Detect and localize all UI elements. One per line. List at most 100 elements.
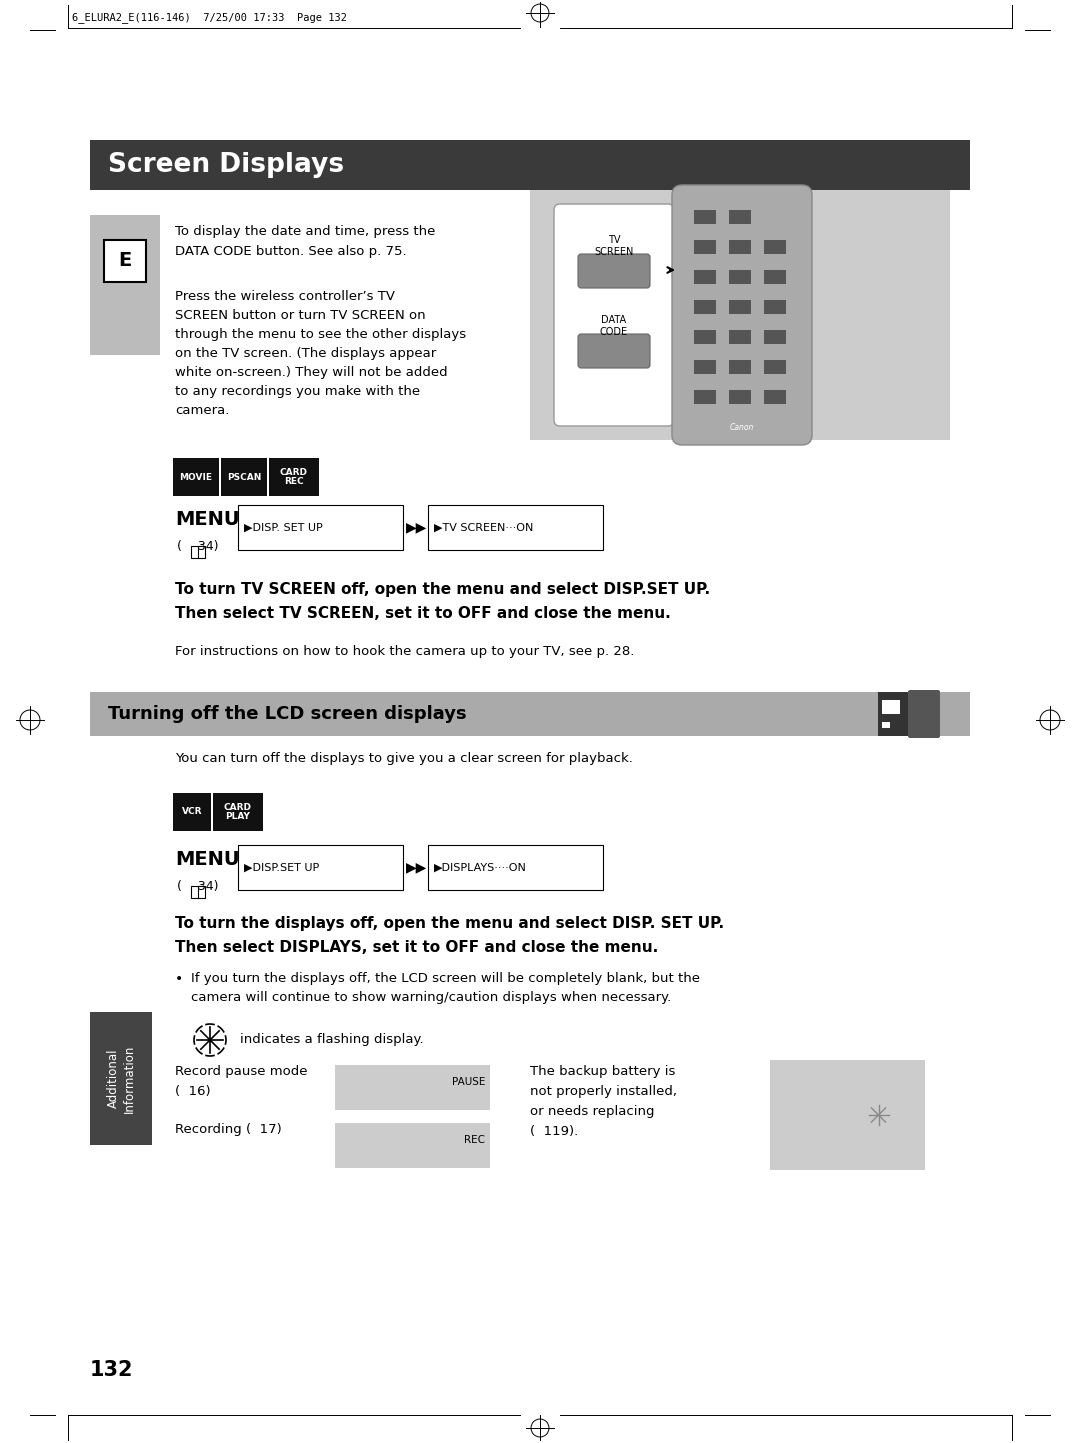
Bar bbox=[191, 545, 205, 558]
Text: ▶▶: ▶▶ bbox=[406, 521, 428, 534]
Text: The backup battery is: The backup battery is bbox=[530, 1065, 675, 1078]
Bar bbox=[694, 211, 716, 224]
Bar bbox=[269, 457, 319, 496]
Text: Then select TV SCREEN, set it to OFF and close the menu.: Then select TV SCREEN, set it to OFF and… bbox=[175, 606, 671, 620]
Bar bbox=[238, 846, 403, 890]
Bar bbox=[764, 390, 786, 404]
Text: or needs replacing: or needs replacing bbox=[530, 1105, 654, 1118]
Text: (    34): ( 34) bbox=[177, 540, 218, 553]
FancyBboxPatch shape bbox=[578, 254, 650, 289]
Bar bbox=[173, 457, 219, 496]
Text: DATA
CODE: DATA CODE bbox=[599, 315, 629, 336]
Text: Additional
Information: Additional Information bbox=[107, 1045, 135, 1113]
Text: on the TV screen. (The displays appear: on the TV screen. (The displays appear bbox=[175, 346, 436, 359]
Bar bbox=[694, 240, 716, 254]
Bar bbox=[238, 505, 403, 550]
Bar bbox=[882, 700, 900, 714]
FancyBboxPatch shape bbox=[672, 185, 812, 444]
Text: Record pause mode: Record pause mode bbox=[175, 1065, 308, 1078]
Bar bbox=[878, 693, 908, 736]
Bar bbox=[729, 211, 751, 224]
FancyBboxPatch shape bbox=[554, 203, 674, 426]
Bar bbox=[694, 330, 716, 343]
Text: Screen Displays: Screen Displays bbox=[108, 152, 345, 177]
Text: Recording (  17): Recording ( 17) bbox=[175, 1123, 282, 1136]
Text: to any recordings you make with the: to any recordings you make with the bbox=[175, 385, 420, 398]
Bar bbox=[694, 390, 716, 404]
Text: MENU: MENU bbox=[175, 850, 240, 869]
Bar bbox=[764, 270, 786, 284]
Text: (  119).: ( 119). bbox=[530, 1126, 578, 1139]
Text: 132: 132 bbox=[90, 1359, 134, 1380]
Bar bbox=[90, 693, 970, 736]
Bar bbox=[221, 457, 267, 496]
Text: E: E bbox=[119, 251, 132, 270]
Text: •: • bbox=[175, 973, 184, 986]
Text: MOVIE: MOVIE bbox=[179, 472, 213, 482]
Text: Canon: Canon bbox=[730, 423, 754, 431]
Text: ▶DISP.SET UP: ▶DISP.SET UP bbox=[244, 863, 320, 873]
Text: (    34): ( 34) bbox=[177, 880, 218, 893]
Text: not properly installed,: not properly installed, bbox=[530, 1085, 677, 1098]
Text: For instructions on how to hook the camera up to your TV, see p. 28.: For instructions on how to hook the came… bbox=[175, 645, 634, 658]
Text: indicates a flashing display.: indicates a flashing display. bbox=[240, 1033, 423, 1046]
Bar bbox=[764, 359, 786, 374]
Text: 6_ELURA2_E(116-146)  7/25/00 17:33  Page 132: 6_ELURA2_E(116-146) 7/25/00 17:33 Page 1… bbox=[72, 13, 347, 23]
Text: REC: REC bbox=[464, 1136, 485, 1144]
Text: PAUSE: PAUSE bbox=[451, 1076, 485, 1087]
Text: PSCAN: PSCAN bbox=[227, 472, 261, 482]
Text: ▶DISP. SET UP: ▶DISP. SET UP bbox=[244, 522, 323, 532]
Text: You can turn off the displays to give you a clear screen for playback.: You can turn off the displays to give yo… bbox=[175, 752, 633, 765]
Bar bbox=[729, 270, 751, 284]
Bar bbox=[729, 390, 751, 404]
Bar bbox=[770, 1061, 924, 1170]
Text: camera.: camera. bbox=[175, 404, 229, 417]
Bar bbox=[428, 505, 603, 550]
FancyBboxPatch shape bbox=[908, 690, 940, 737]
Bar bbox=[90, 140, 970, 190]
Text: ▶▶: ▶▶ bbox=[406, 860, 428, 874]
Text: ▶TV SCREEN···ON: ▶TV SCREEN···ON bbox=[434, 522, 534, 532]
Bar bbox=[729, 240, 751, 254]
Bar bbox=[191, 886, 205, 898]
Text: Then select DISPLAYS, set it to OFF and close the menu.: Then select DISPLAYS, set it to OFF and … bbox=[175, 939, 658, 955]
Text: DATA CODE button. See also p. 75.: DATA CODE button. See also p. 75. bbox=[175, 245, 407, 258]
Text: TV
SCREEN: TV SCREEN bbox=[594, 235, 634, 257]
Text: (  16): ( 16) bbox=[175, 1085, 211, 1098]
Text: CARD
PLAY: CARD PLAY bbox=[224, 802, 252, 821]
Text: white on-screen.) They will not be added: white on-screen.) They will not be added bbox=[175, 367, 447, 380]
Bar bbox=[213, 794, 264, 831]
Bar bbox=[764, 240, 786, 254]
Text: To turn the displays off, open the menu and select DISP. SET UP.: To turn the displays off, open the menu … bbox=[175, 916, 724, 931]
Text: To display the date and time, press the: To display the date and time, press the bbox=[175, 225, 435, 238]
Text: Turning off the LCD screen displays: Turning off the LCD screen displays bbox=[108, 706, 467, 723]
Bar bbox=[882, 722, 890, 729]
Text: CARD
REC: CARD REC bbox=[280, 468, 308, 486]
Bar bbox=[90, 1012, 152, 1144]
Text: through the menu to see the other displays: through the menu to see the other displa… bbox=[175, 328, 467, 341]
Bar bbox=[335, 1123, 490, 1167]
Text: MENU: MENU bbox=[175, 509, 240, 530]
Text: If you turn the displays off, the LCD screen will be completely blank, but the: If you turn the displays off, the LCD sc… bbox=[191, 973, 700, 986]
Bar bbox=[694, 270, 716, 284]
Bar bbox=[694, 359, 716, 374]
Bar bbox=[104, 240, 146, 281]
Text: VCR: VCR bbox=[181, 808, 202, 817]
Bar bbox=[173, 794, 211, 831]
Bar bbox=[764, 330, 786, 343]
Text: Press the wireless controller’s TV: Press the wireless controller’s TV bbox=[175, 290, 395, 303]
Text: ▶DISPLAYS····ON: ▶DISPLAYS····ON bbox=[434, 863, 527, 873]
Bar bbox=[428, 846, 603, 890]
Bar bbox=[729, 300, 751, 315]
Bar bbox=[764, 300, 786, 315]
Bar bbox=[335, 1065, 490, 1110]
Bar bbox=[530, 190, 950, 440]
Bar bbox=[729, 359, 751, 374]
Bar bbox=[90, 215, 160, 355]
Bar bbox=[729, 330, 751, 343]
Text: SCREEN button or turn TV SCREEN on: SCREEN button or turn TV SCREEN on bbox=[175, 309, 426, 322]
Text: To turn TV SCREEN off, open the menu and select DISP.SET UP.: To turn TV SCREEN off, open the menu and… bbox=[175, 582, 711, 597]
FancyBboxPatch shape bbox=[578, 333, 650, 368]
Text: camera will continue to show warning/caution displays when necessary.: camera will continue to show warning/cau… bbox=[191, 991, 672, 1004]
Bar bbox=[694, 300, 716, 315]
